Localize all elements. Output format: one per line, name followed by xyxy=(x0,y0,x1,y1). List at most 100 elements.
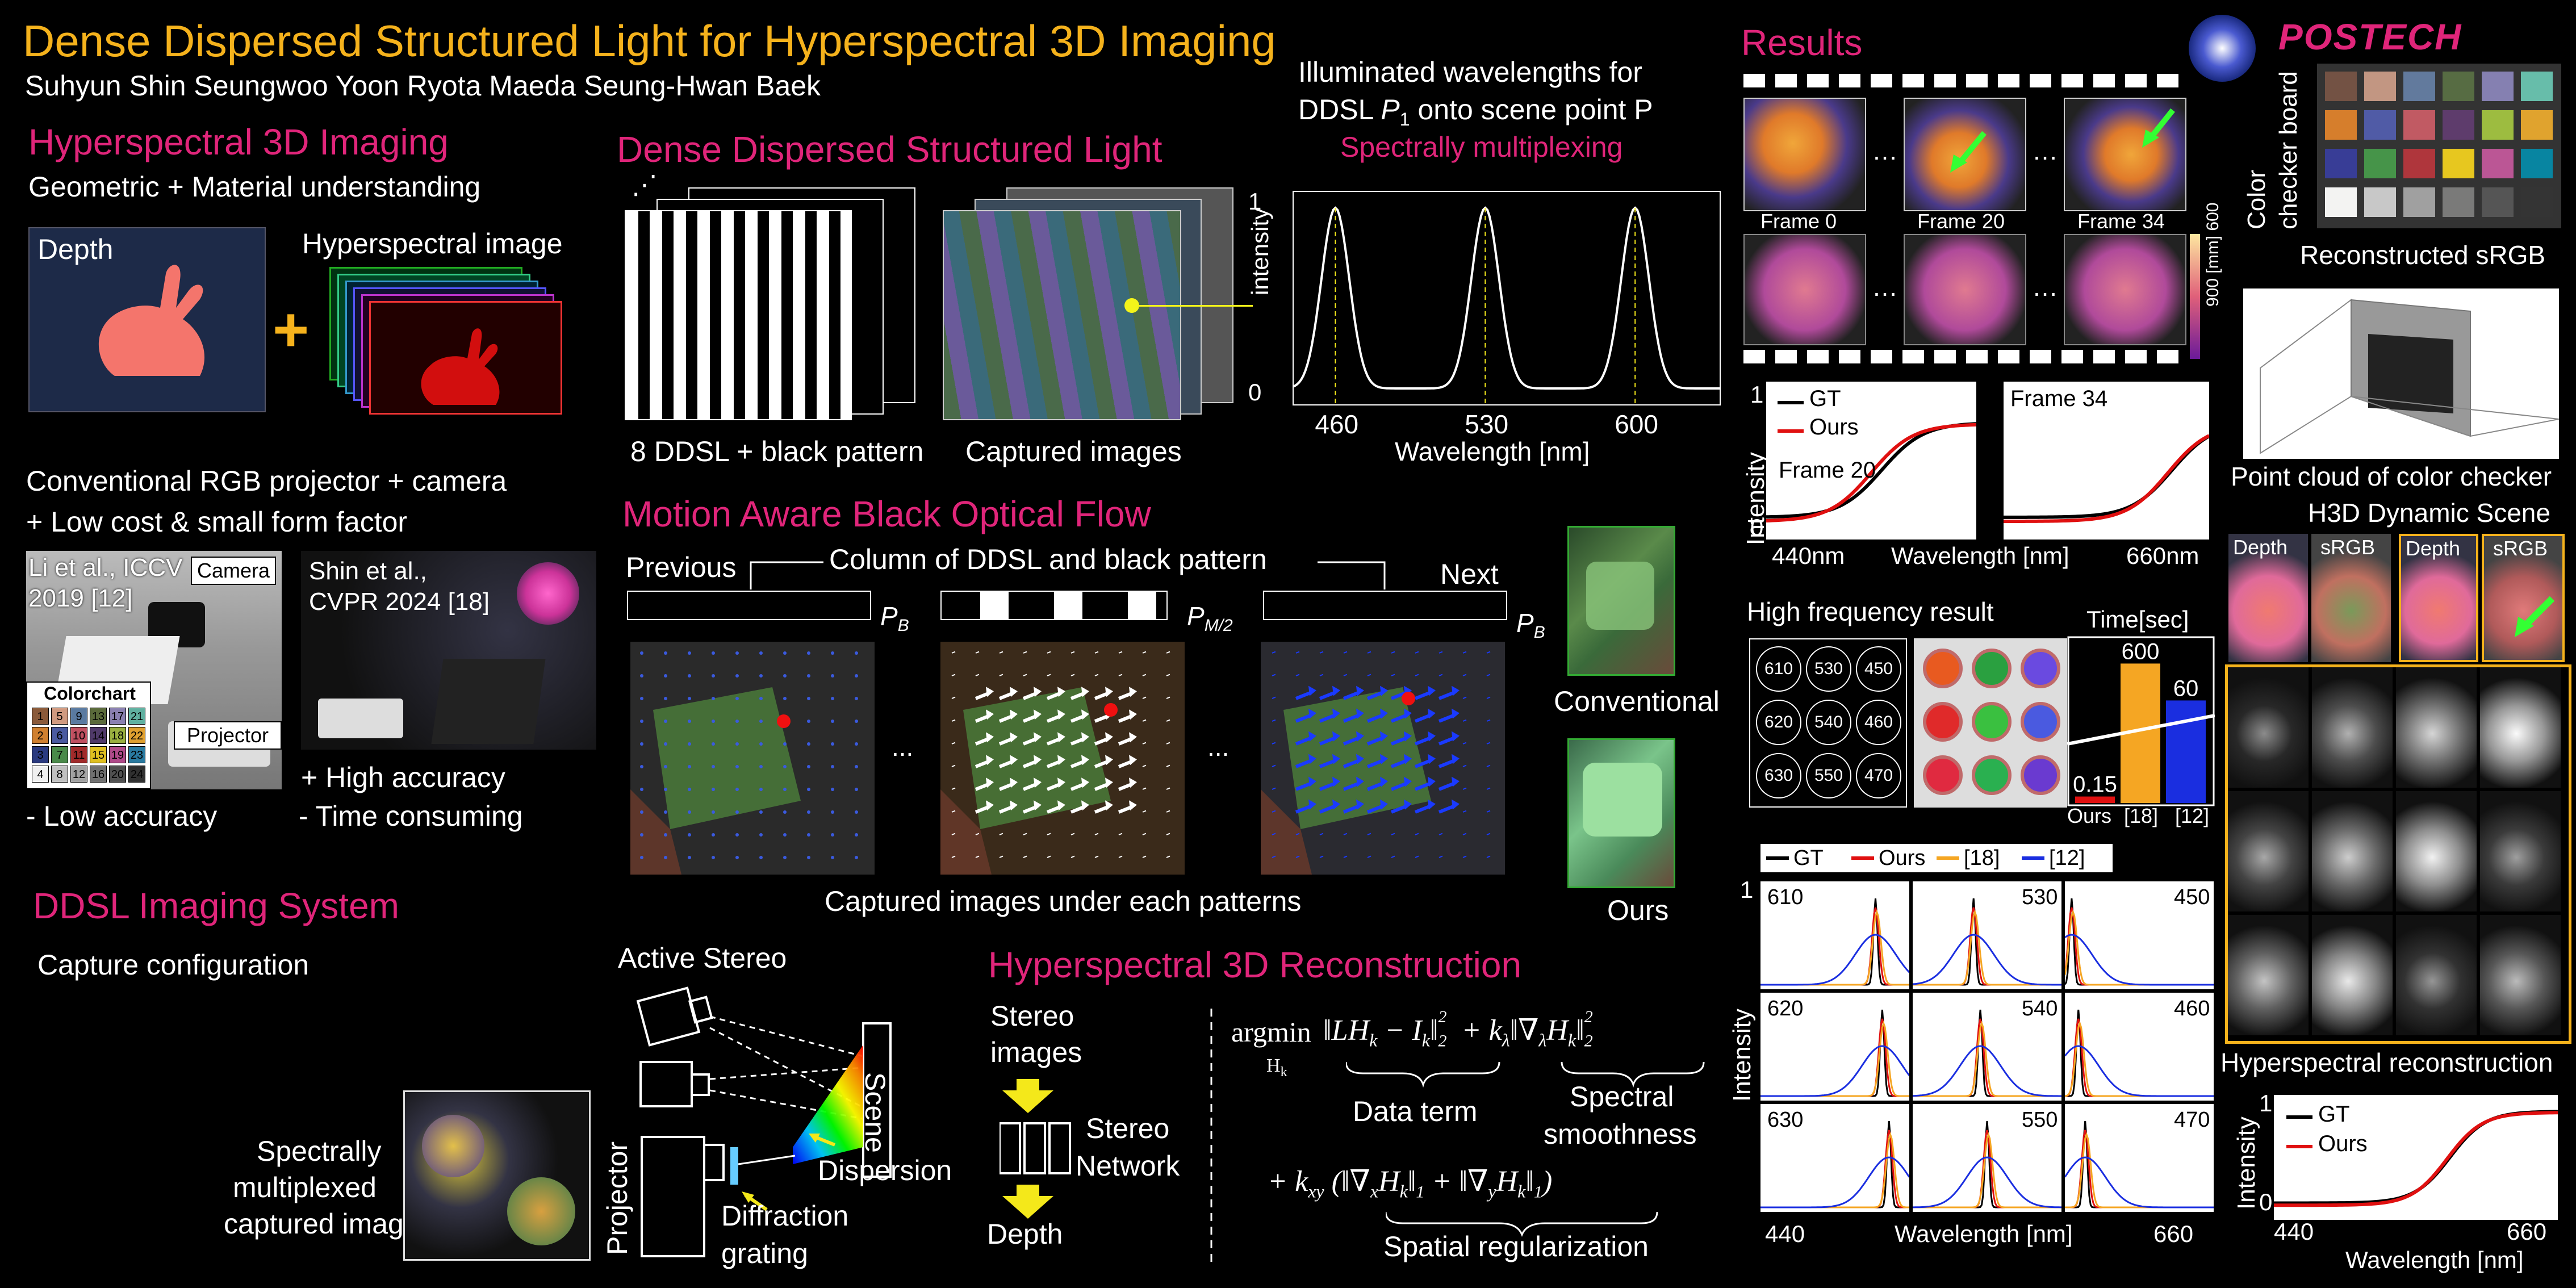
flow-arrowhead xyxy=(986,687,994,697)
multi-subplot: 550 xyxy=(1913,1104,2061,1212)
time-bar-label: 60 xyxy=(2173,676,2199,701)
flow-arrow xyxy=(1486,833,1491,835)
bottom-ylabel: Intensity xyxy=(2232,1116,2260,1210)
flow-dot xyxy=(664,674,667,678)
flow-arrowhead xyxy=(1380,708,1388,719)
flow-arrow xyxy=(1319,651,1324,654)
multi-legend-label: [12] xyxy=(2049,846,2085,870)
flow-arrowhead xyxy=(1129,755,1137,766)
flow-arrowhead xyxy=(986,709,994,720)
flow-arrowhead xyxy=(1081,755,1089,766)
flow-arrowhead xyxy=(1057,687,1065,697)
flow-arrow xyxy=(1486,742,1491,745)
flow-arrow xyxy=(1118,714,1132,723)
flow-dot xyxy=(664,697,667,700)
flow-arrow xyxy=(951,833,956,835)
bottom-x-left: 440 xyxy=(2274,1218,2314,1245)
flow-arrow xyxy=(1438,804,1455,814)
hs-band-image xyxy=(2312,915,2393,1035)
hs-reconstruction-grid xyxy=(2225,664,2571,1044)
flow-arrow xyxy=(975,760,989,768)
stereo-diagram xyxy=(636,986,892,1257)
hf-circle: 460 xyxy=(1856,700,1901,745)
flow-dot xyxy=(735,810,739,814)
plot-background xyxy=(1766,382,1976,540)
colorchart-cell: 10 xyxy=(70,727,87,744)
illum-tick-label: 460 xyxy=(1315,409,1359,439)
flow-dot xyxy=(712,833,715,837)
flow-dot xyxy=(664,788,667,791)
multi-subplot: 460 xyxy=(2065,993,2214,1101)
flow-arrow xyxy=(1295,736,1312,746)
flow-dot xyxy=(759,651,763,655)
poster-title: Dense Dispersed Structured Light for Hyp… xyxy=(23,16,1276,66)
flow-arrow xyxy=(1142,810,1147,813)
flow-arrow xyxy=(1391,833,1395,835)
bottom-spectrum-plot xyxy=(2274,1095,2558,1220)
checker-patch xyxy=(2443,187,2474,217)
flow-arrowhead xyxy=(1332,776,1340,787)
flow-arrow xyxy=(1142,719,1147,722)
flow-arrow xyxy=(975,783,989,791)
postech-logo: POSTECH xyxy=(2278,16,2462,57)
flow-arrowhead xyxy=(1380,754,1388,764)
flow-dot xyxy=(855,720,858,723)
flow-arrow xyxy=(1319,759,1336,768)
flow-arrowhead xyxy=(1452,731,1460,742)
multi-spectrum-grid: 610 530 450 620 540 460 630 550 470 xyxy=(1760,881,2215,1216)
multi-subplot: 630 xyxy=(1760,1104,1909,1212)
eq-term-2: + kxy (‖∇xHk‖1 + ‖∇yHk‖1) xyxy=(1268,1165,1553,1202)
checker-patch xyxy=(2364,110,2396,140)
multi-subplot-label: 610 xyxy=(1767,885,1803,909)
colorchart-cell: 1 xyxy=(32,708,49,725)
flow-arrow xyxy=(1295,781,1312,791)
multi-series-line xyxy=(2065,1156,2214,1208)
flow-arrow xyxy=(1414,804,1431,814)
frame20-plot-label: Frame 20 xyxy=(1779,458,1876,483)
flow-arrow xyxy=(1070,714,1085,723)
stereo-net-diagram xyxy=(1000,1079,1071,1219)
flow-arrow xyxy=(1462,764,1467,767)
flow-dot xyxy=(831,856,834,859)
checker-patch xyxy=(2325,110,2357,140)
flow-dots-1: ... xyxy=(892,732,914,762)
multi-legend: GT Ours [18] [12] xyxy=(1760,844,2113,872)
flow-arrowhead xyxy=(1404,776,1412,787)
ddsl-pattern-stack: ⋰ xyxy=(625,170,920,420)
illum-chart xyxy=(1293,191,1721,405)
flow-arrow xyxy=(1295,651,1300,654)
hs-band-image xyxy=(2228,915,2309,1035)
flow-arrow xyxy=(1390,736,1407,746)
flow-arrow xyxy=(1046,760,1061,768)
flow-frame-prev xyxy=(630,642,875,875)
flow-arrow xyxy=(1166,833,1170,835)
flow-arrow xyxy=(1438,759,1455,768)
time-xlabels: Ours [18] [12] xyxy=(2067,804,2215,829)
flow-arrow xyxy=(1046,714,1061,723)
spectral-line1: Spectrally xyxy=(257,1135,382,1167)
flow-arrowhead xyxy=(1428,731,1436,742)
flow-dot xyxy=(712,674,715,678)
flow-arrow xyxy=(999,651,1003,654)
hs-band-image xyxy=(2480,667,2561,788)
flow-arrowhead xyxy=(1010,755,1018,766)
flow-arrow xyxy=(1390,781,1407,791)
flow-dot xyxy=(688,720,691,723)
shin-setup-photo: Shin et al., CVPR 2024 [18] xyxy=(301,551,596,750)
flow-dot xyxy=(712,810,715,814)
flow-arrow xyxy=(975,855,980,858)
film-hole xyxy=(1934,350,1956,363)
hf-circle: 620 xyxy=(1756,700,1801,745)
hs-band-image xyxy=(2480,915,2561,1035)
film-hole xyxy=(1871,74,1892,87)
grating-icon xyxy=(730,1147,738,1185)
checker-patch xyxy=(2325,187,2357,217)
pattern-bar-next xyxy=(1263,591,1507,620)
ddsl-heading: Dense Dispersed Structured Light xyxy=(617,129,1162,170)
flow-arrowhead xyxy=(1308,776,1316,787)
film-hole xyxy=(2061,350,2083,363)
flow-arrowhead xyxy=(1332,754,1340,764)
flow-arrow xyxy=(1343,651,1348,654)
flow-arrow xyxy=(975,692,989,700)
flow-dot xyxy=(712,765,715,768)
